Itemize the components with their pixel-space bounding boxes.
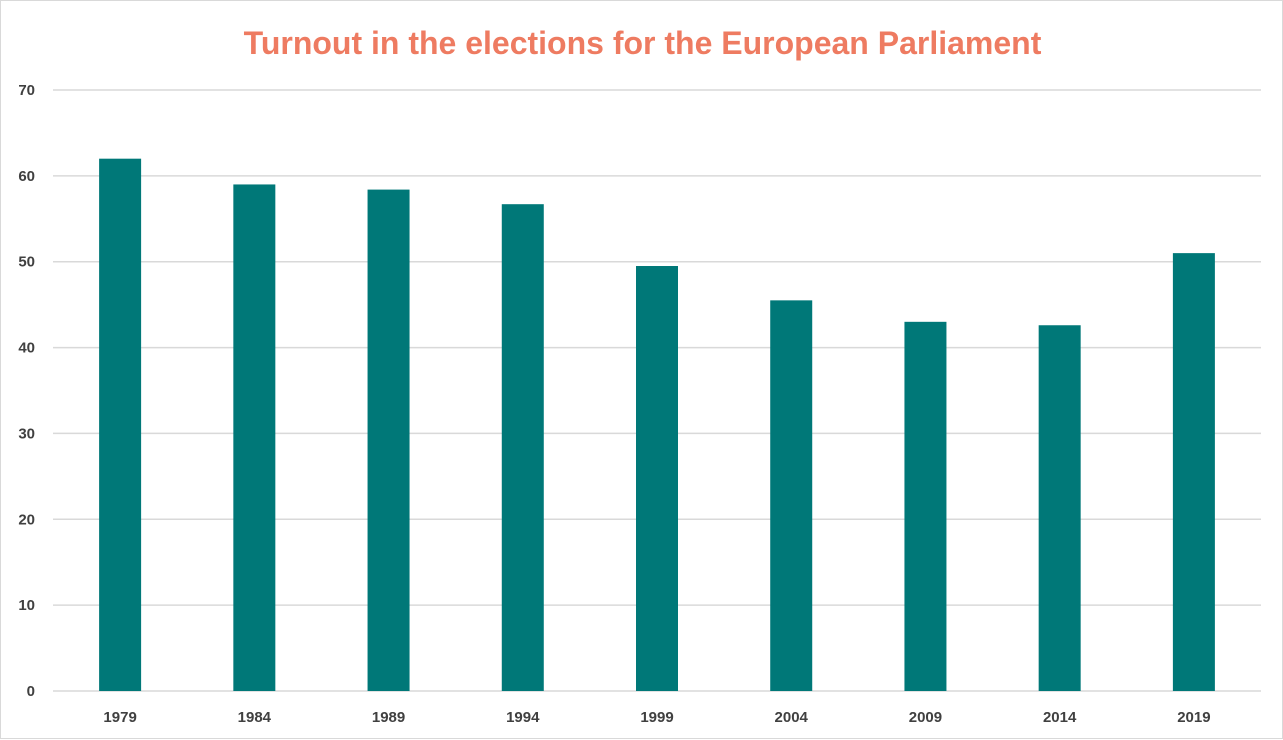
- y-axis-ticks: 0 10 20 30 40 50 60 70: [18, 82, 35, 700]
- x-axis-ticks: 1979 1984 1989 1994 1999 2004 2009 2014 2019: [103, 709, 1210, 726]
- bar-1994: [501, 204, 544, 691]
- y-tick-label: 50: [18, 254, 35, 271]
- y-tick-label: 60: [18, 168, 35, 185]
- bar-2019: [1172, 253, 1215, 691]
- bar-1984: [233, 184, 276, 691]
- x-tick-label: 1984: [238, 709, 272, 726]
- y-tick-label: 0: [27, 683, 35, 700]
- x-tick-label: 1994: [506, 709, 540, 726]
- x-tick-label: 1999: [640, 709, 673, 726]
- x-tick-label: 2009: [909, 709, 942, 726]
- y-tick-label: 20: [18, 511, 35, 528]
- bar-2014: [1038, 325, 1081, 691]
- x-tick-label: 1989: [372, 709, 405, 726]
- bar-1979: [99, 158, 142, 691]
- y-tick-label: 70: [18, 82, 35, 99]
- chart-title: Turnout in the elections for the Europea…: [243, 25, 1042, 61]
- bar-1989: [367, 189, 410, 691]
- bar-2009: [904, 321, 947, 691]
- y-tick-label: 40: [18, 340, 35, 357]
- bars: [99, 158, 1215, 691]
- x-tick-label: 2014: [1043, 709, 1077, 726]
- bar-2004: [770, 300, 813, 691]
- y-tick-label: 10: [18, 597, 35, 614]
- x-tick-label: 1979: [103, 709, 136, 726]
- bar-1999: [636, 266, 678, 691]
- y-tick-label: 30: [18, 425, 35, 442]
- x-tick-label: 2019: [1177, 709, 1210, 726]
- x-tick-label: 2004: [775, 709, 809, 726]
